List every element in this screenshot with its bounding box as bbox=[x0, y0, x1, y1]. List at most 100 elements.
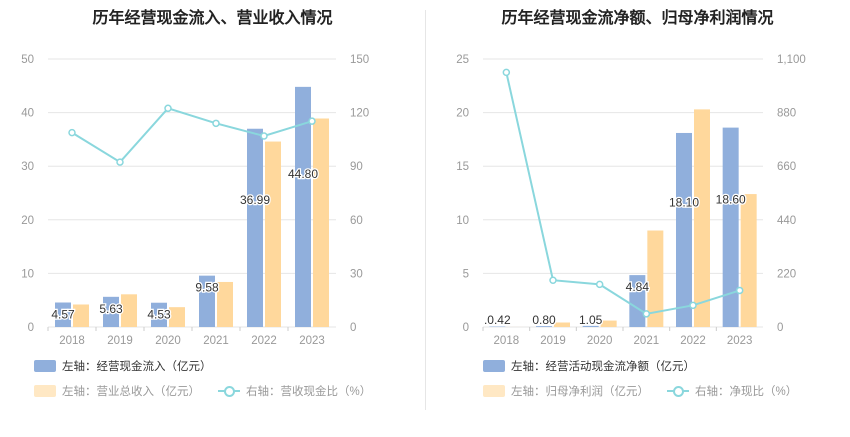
right-right-tick-label: 880 bbox=[777, 108, 796, 120]
panel-divider bbox=[425, 10, 426, 410]
left-x-tick-label: 2022 bbox=[251, 335, 277, 347]
right-left-tick-label: 10 bbox=[456, 215, 469, 227]
left-bar-data-label: 44.80 bbox=[288, 167, 318, 181]
left-right-tick-label: 60 bbox=[350, 215, 363, 227]
left-ratio-point bbox=[68, 128, 76, 137]
right-bar-bar-primary bbox=[722, 127, 739, 327]
left-left-tick-label: 0 bbox=[28, 322, 34, 334]
right-x-tick-label: 2019 bbox=[540, 335, 566, 347]
right-right-tick-label: 660 bbox=[777, 161, 796, 173]
right-chart-svg: 0 0 5 220 10 440 15 660 20 880 25 1,100 2018 2019 2020… bbox=[456, 54, 806, 347]
right-bar-data-label: 18.60 bbox=[716, 192, 746, 206]
right-legend-item-net-profit[interactable]: 左轴：归母净利润（亿元） bbox=[483, 383, 649, 399]
left-bar-secondary bbox=[217, 281, 233, 327]
legend-swatch-orange bbox=[483, 385, 505, 397]
right-legend-label-ratio: 右轴：净现比（%） bbox=[695, 386, 798, 398]
left-bar-secondary bbox=[73, 304, 89, 327]
left-bar-secondary bbox=[313, 118, 329, 327]
left-left-tick-label: 10 bbox=[21, 268, 34, 280]
left-x-tick-label: 2020 bbox=[155, 335, 181, 347]
right-bar-data-label: 1.05 bbox=[579, 313, 603, 327]
legend-swatch-blue bbox=[34, 360, 56, 372]
left-bar-data-label: 4.57 bbox=[51, 308, 75, 322]
legend-line-marker-icon bbox=[218, 385, 240, 397]
right-legend-item-net-cash[interactable]: 左轴：经营活动现金流净额（亿元） bbox=[483, 358, 695, 374]
left-bar-data-label: 36.99 bbox=[240, 193, 270, 207]
left-x-tick-label: 2019 bbox=[107, 335, 133, 347]
right-x-tick-label: 2021 bbox=[634, 335, 660, 347]
right-right-tick-label: 0 bbox=[777, 322, 783, 334]
right-ratio-point bbox=[642, 310, 651, 318]
legend-swatch-orange bbox=[34, 385, 56, 397]
left-legend-item-cash-inflow[interactable]: 左轴：经营现金流入（亿元） bbox=[34, 358, 212, 374]
left-ratio-point bbox=[308, 117, 316, 125]
right-left-tick-label: 0 bbox=[463, 322, 469, 334]
right-left-tick-label: 25 bbox=[456, 54, 469, 66]
left-legend-item-revenue[interactable]: 左轴：营业总收入（亿元） bbox=[34, 383, 200, 399]
left-bar-data-label: 9.58 bbox=[195, 281, 219, 295]
right-bar-bar-primary bbox=[676, 132, 692, 327]
left-left-tick-label: 20 bbox=[21, 215, 34, 227]
left-ratio-point bbox=[260, 132, 268, 140]
left-legend-row-2: 左轴：营业总收入（亿元） 右轴：营收现金比（%） bbox=[34, 383, 389, 399]
right-bar-secondary bbox=[554, 322, 570, 327]
right-bar-bar-primary bbox=[536, 326, 552, 327]
right-bar-data-label: 18.10 bbox=[669, 196, 699, 210]
left-right-tick-label: 0 bbox=[350, 322, 356, 334]
right-bar-data-label: 4.84 bbox=[626, 280, 650, 294]
left-left-tick-label: 50 bbox=[21, 54, 34, 66]
legend-swatch-blue bbox=[483, 360, 505, 372]
right-ratio-point bbox=[502, 68, 511, 77]
left-left-tick-label: 30 bbox=[21, 161, 34, 173]
right-bar-bar-primary bbox=[629, 275, 646, 327]
left-legend-label-cash-inflow: 左轴：经营现金流入（亿元） bbox=[62, 361, 212, 373]
left-bar-secondary bbox=[121, 294, 137, 327]
right-right-tick-label: 220 bbox=[777, 268, 796, 280]
left-bar-bar-primary bbox=[55, 302, 71, 327]
right-x-tick-label: 2018 bbox=[494, 335, 520, 347]
left-bar-bar-primary bbox=[199, 275, 215, 327]
right-legend-row-2: 左轴：归母净利润（亿元） 右轴：净现比（%） bbox=[483, 383, 815, 399]
left-x-tick-label: 2023 bbox=[299, 335, 325, 347]
left-bar-secondary bbox=[265, 141, 281, 327]
left-ratio-point bbox=[212, 119, 220, 128]
left-bar-bar-primary bbox=[247, 128, 263, 327]
right-x-tick-label: 2023 bbox=[727, 335, 753, 347]
left-chart-svg: 0 0 10 30 20 60 30 90 40 120 50 150 2018 2019 2020 2021… bbox=[21, 54, 369, 347]
left-ratio-point bbox=[116, 158, 124, 166]
right-ratio-point bbox=[735, 286, 744, 295]
right-chart-panel: 历年经营现金流净额、归母净利润情况 0 0 5 220 10 440 15 660 20 880 2… bbox=[425, 0, 850, 437]
right-left-tick-label: 5 bbox=[463, 268, 469, 280]
right-ratio-point bbox=[689, 301, 697, 310]
legend-line-marker-icon bbox=[667, 385, 689, 397]
right-ratio-line bbox=[505, 72, 740, 315]
right-bar-secondary bbox=[600, 320, 617, 327]
left-ratio-line bbox=[71, 107, 313, 164]
left-right-tick-label: 150 bbox=[350, 54, 369, 66]
left-bar-bar-primary bbox=[151, 302, 167, 327]
left-legend-item-ratio[interactable]: 右轴：营收现金比（%） bbox=[218, 383, 371, 399]
right-bar-data-label: .0.42 bbox=[484, 313, 511, 327]
left-bar-data-label: 4.53 bbox=[147, 308, 171, 322]
right-left-tick-label: 20 bbox=[456, 108, 469, 120]
right-right-tick-label: 440 bbox=[777, 215, 796, 227]
right-bar-data-label: 0.80 bbox=[532, 313, 556, 327]
right-ratio-point bbox=[595, 280, 604, 289]
left-right-tick-label: 120 bbox=[350, 108, 369, 120]
left-left-tick-label: 40 bbox=[21, 108, 34, 120]
right-ratio-point bbox=[549, 276, 557, 284]
right-bar-secondary bbox=[740, 194, 757, 327]
left-x-tick-label: 2018 bbox=[59, 335, 85, 347]
left-bar-bar-primary bbox=[103, 296, 119, 327]
right-legend-item-ratio[interactable]: 右轴：净现比（%） bbox=[667, 383, 797, 399]
right-chart-title: 历年经营现金流净额、归母净利润情况 bbox=[501, 10, 774, 27]
right-left-tick-label: 15 bbox=[456, 161, 469, 173]
right-right-tick-label: 1,100 bbox=[777, 54, 806, 66]
left-bar-bar-primary bbox=[295, 86, 311, 327]
right-legend-row-1: 左轴：经营活动现金流净额（亿元） bbox=[483, 358, 713, 374]
right-x-tick-label: 2022 bbox=[680, 335, 706, 347]
right-bar-secondary bbox=[647, 230, 664, 327]
left-legend-row-1: 左轴：经营现金流入（亿元） bbox=[34, 358, 230, 374]
right-bar-secondary bbox=[694, 109, 710, 327]
right-legend-label-net-profit: 左轴：归母净利润（亿元） bbox=[511, 386, 649, 398]
